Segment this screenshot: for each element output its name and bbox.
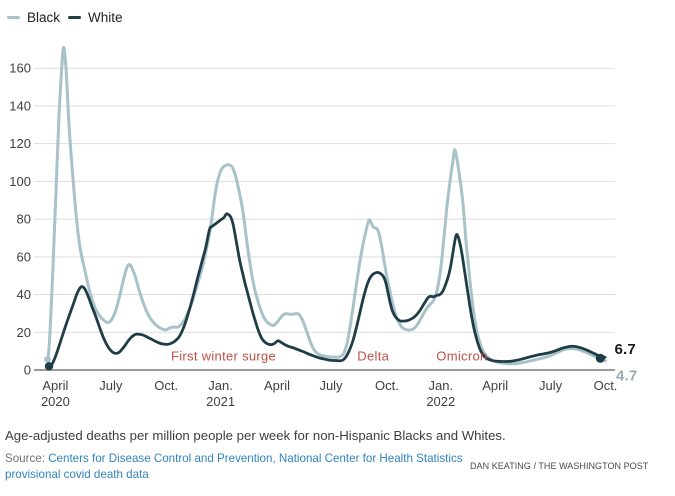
svg-text:100: 100 <box>9 174 31 189</box>
svg-text:Jan.: Jan. <box>208 378 233 393</box>
svg-text:Omicron: Omicron <box>436 348 487 363</box>
svg-text:April: April <box>42 378 68 393</box>
svg-text:20: 20 <box>17 325 31 340</box>
svg-text:2021: 2021 <box>206 394 235 409</box>
svg-text:July: July <box>539 378 563 393</box>
svg-text:2020: 2020 <box>41 394 70 409</box>
svg-text:Oct.: Oct. <box>375 378 399 393</box>
svg-text:0: 0 <box>24 363 31 378</box>
svg-text:40: 40 <box>17 287 31 302</box>
svg-text:120: 120 <box>9 136 31 151</box>
svg-text:80: 80 <box>17 212 31 227</box>
svg-text:Delta: Delta <box>357 348 389 363</box>
svg-text:4.7: 4.7 <box>616 368 637 385</box>
svg-text:60: 60 <box>17 249 31 264</box>
svg-text:First winter surge: First winter surge <box>171 348 276 363</box>
svg-text:140: 140 <box>9 98 31 113</box>
svg-text:April: April <box>264 378 290 393</box>
svg-text:April: April <box>482 378 508 393</box>
svg-text:160: 160 <box>9 61 31 76</box>
svg-text:Jan.: Jan. <box>429 378 454 393</box>
svg-text:July: July <box>319 378 343 393</box>
svg-text:Oct.: Oct. <box>594 378 618 393</box>
svg-text:6.7: 6.7 <box>615 341 636 358</box>
svg-text:2022: 2022 <box>426 394 455 409</box>
svg-text:Oct.: Oct. <box>154 378 178 393</box>
svg-text:July: July <box>99 378 123 393</box>
